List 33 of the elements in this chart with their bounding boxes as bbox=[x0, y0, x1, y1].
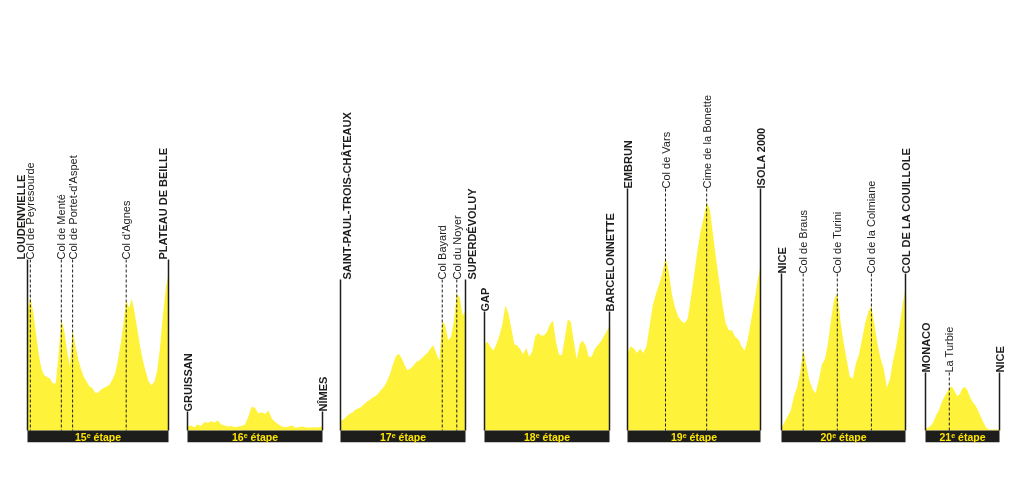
x-tick-label: GAP bbox=[478, 287, 491, 312]
x-axis-title: 21ᵉ étape bbox=[939, 430, 986, 443]
x-tick-label: Col d'Agnes bbox=[120, 200, 133, 260]
x-tick-label: Col de Vars bbox=[659, 131, 672, 189]
x-tick-label: EMBRUN bbox=[621, 140, 634, 189]
x-axis-title: 17ᵉ étape bbox=[380, 430, 427, 443]
text: SAINT-PAUL-TROIS-CHÂTEAUX bbox=[340, 111, 353, 280]
x-axis-title: 18ᵉ étape bbox=[524, 430, 571, 443]
x-tick-label: NICE bbox=[993, 346, 1006, 373]
x-tick-label: GRUISSAN bbox=[181, 353, 194, 412]
x-tick-label: ISOLA 2000 bbox=[754, 127, 767, 189]
x-tick-label: Col de Turini bbox=[831, 211, 844, 274]
x-tick-label: Cime de la Bonette bbox=[700, 94, 713, 189]
text: PLATEAU DE BEILLE bbox=[156, 147, 169, 260]
x-tick-label: Col de Peyresourde bbox=[24, 162, 37, 260]
x-axis-title: 20ᵉ étape bbox=[820, 430, 867, 443]
x-tick-label: COL DE LA COUILLOLE bbox=[899, 148, 912, 274]
x-tick-label: La Turbie bbox=[943, 326, 956, 373]
x-axis-title: 15ᵉ étape bbox=[75, 430, 122, 443]
x-tick-label: Col du Noyer bbox=[450, 214, 463, 280]
x-tick-label: Col de la Colmiane bbox=[865, 180, 878, 274]
x-axis-title: 19ᵉ étape bbox=[671, 430, 718, 443]
x-tick-label: Col de Portet-d'Aspet bbox=[66, 155, 79, 260]
text: SUPERDÉVOLUY bbox=[466, 187, 478, 280]
text: LOUDENVIELLE bbox=[15, 174, 27, 260]
x-tick-label: NÎMES bbox=[316, 376, 329, 412]
x-tick-label: Col Bayard bbox=[436, 225, 449, 280]
x-tick-label: NICE bbox=[775, 247, 788, 274]
x-tick-label: Col de Menté bbox=[55, 194, 68, 260]
x-tick-label: BARCELONNETTE bbox=[603, 213, 616, 312]
x-axis-title: 16ᵉ étape bbox=[232, 430, 279, 443]
x-tick-label: Col de Braus bbox=[797, 209, 810, 274]
x-tick-label: MONACO bbox=[919, 321, 932, 373]
